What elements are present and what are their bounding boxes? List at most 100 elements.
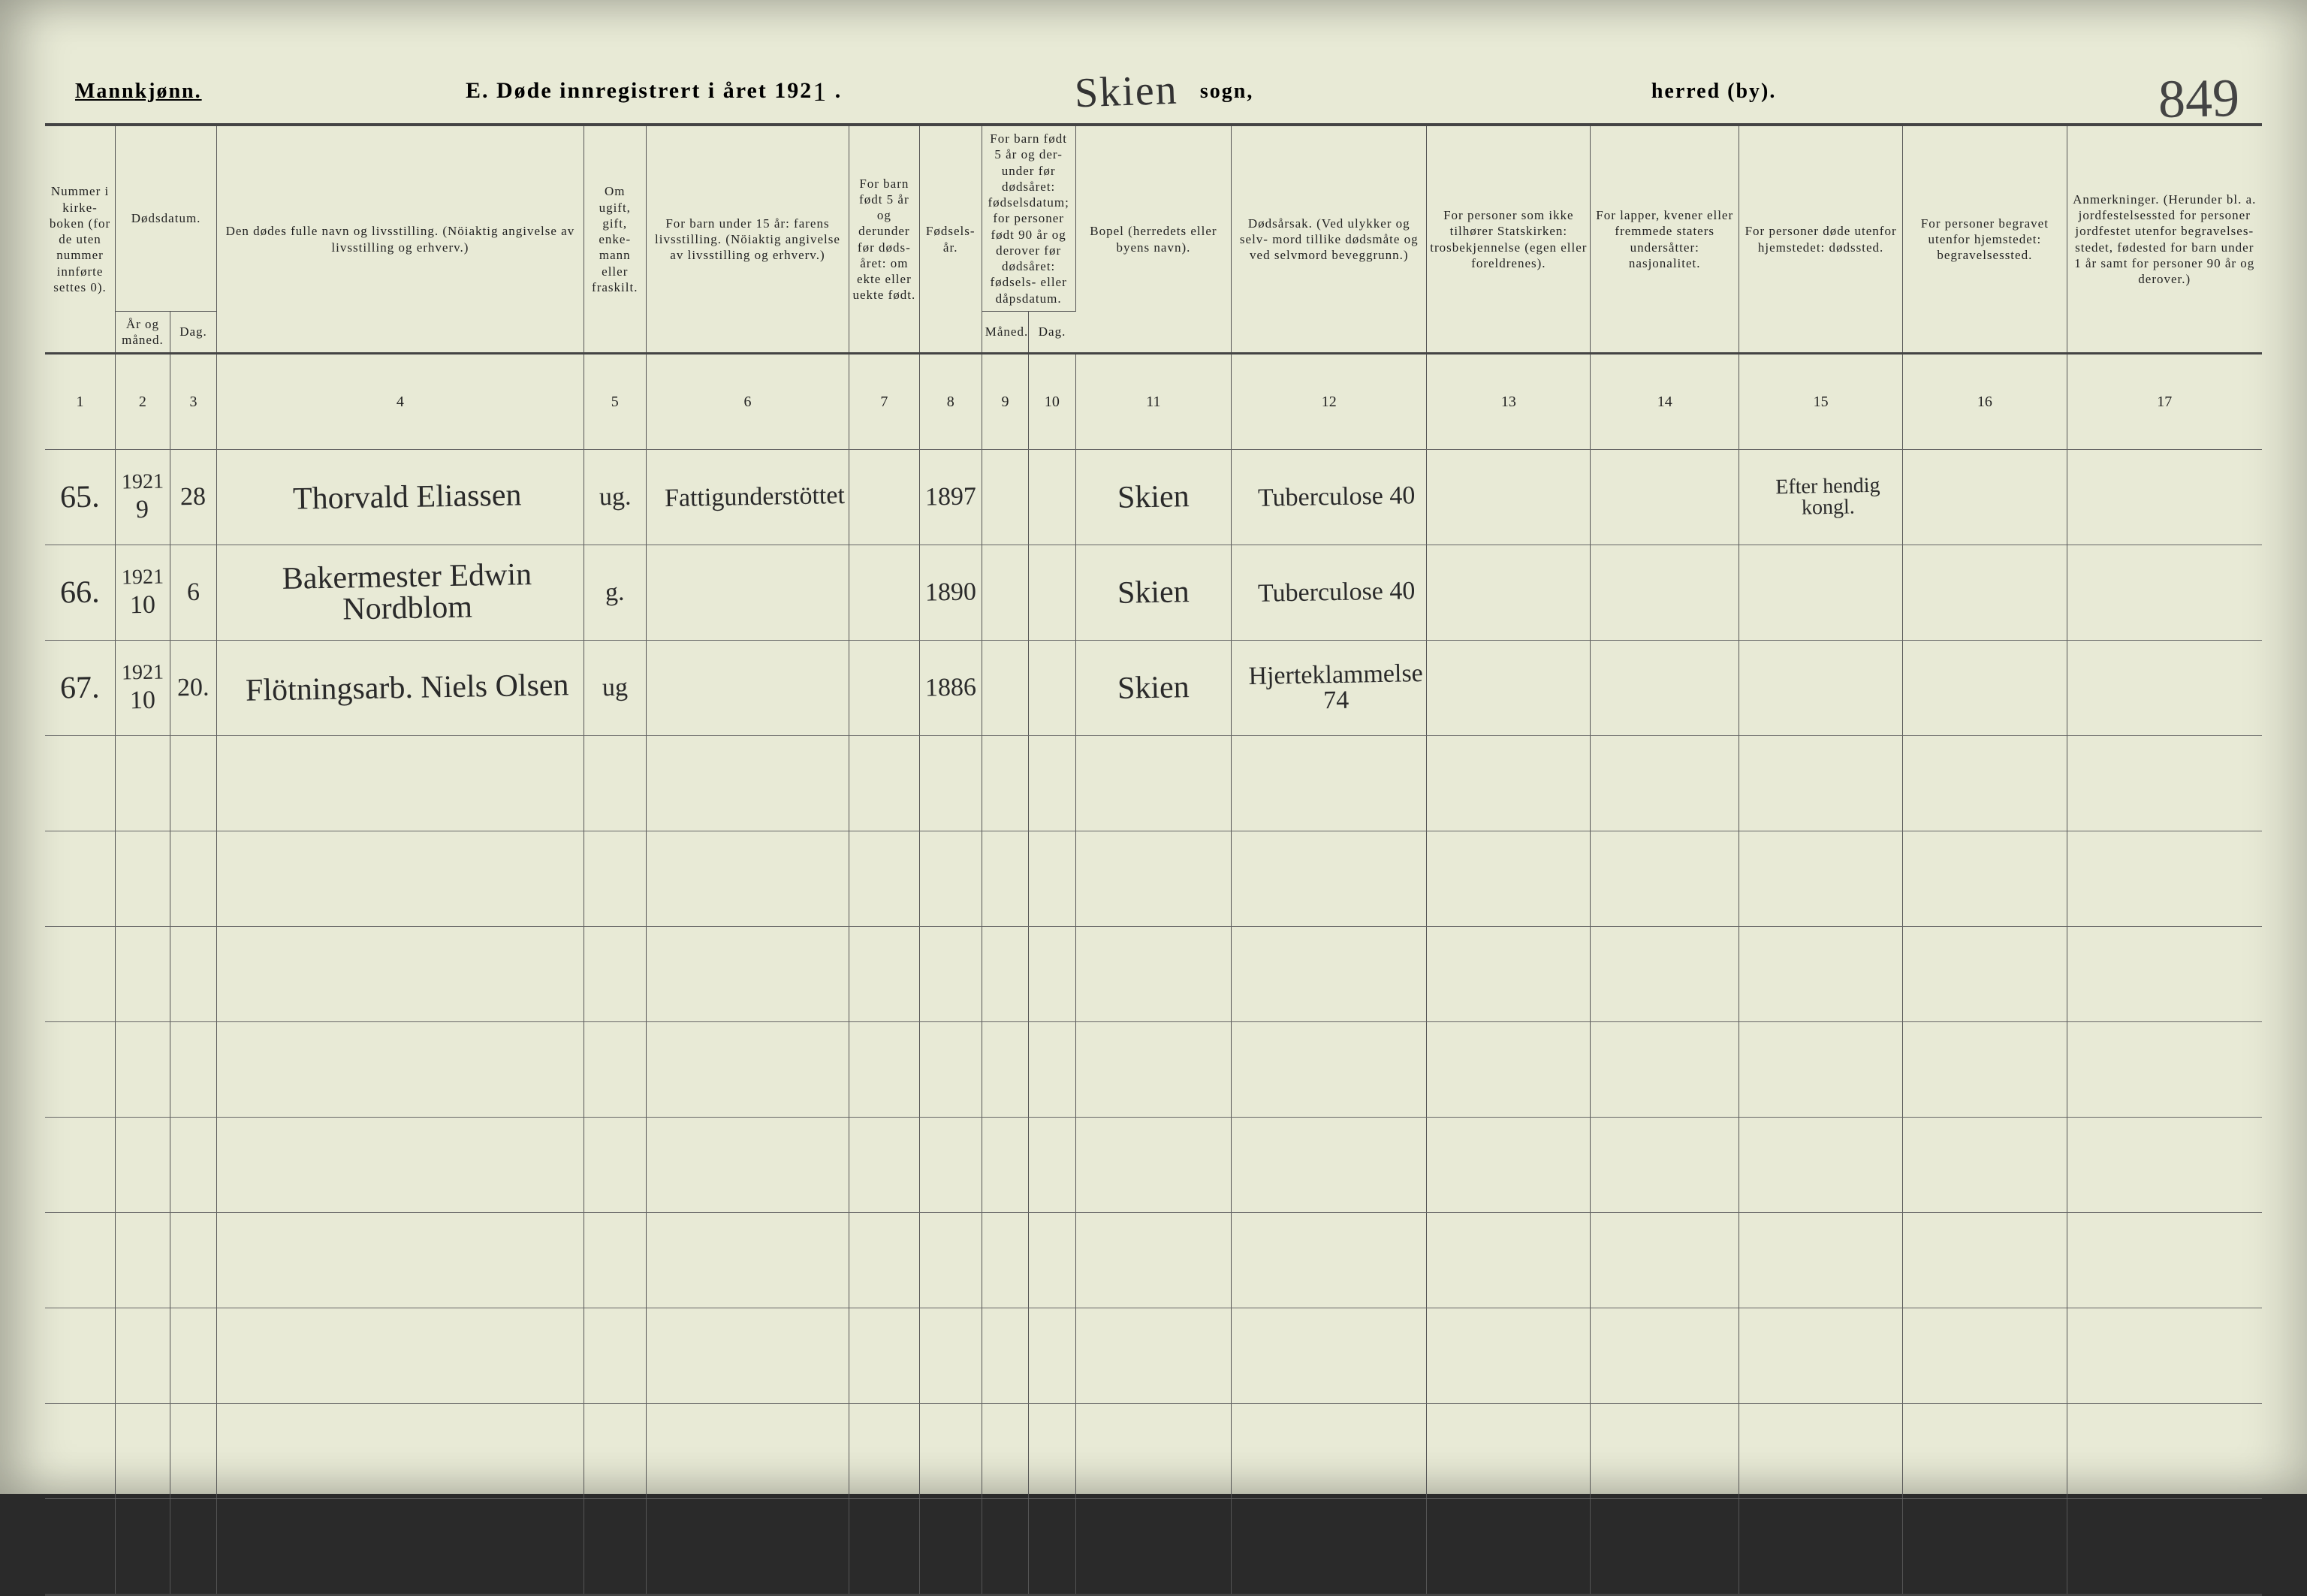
page-title: E. Døde innregistrert i året 1921 . Skie… xyxy=(375,60,2292,108)
cell-blank xyxy=(1739,1499,1902,1595)
cell-blank xyxy=(2067,927,2262,1022)
cell-birthyear-text: 1890 xyxy=(924,580,976,606)
col-header-residence: Bopel (herredets eller byens navn). xyxy=(1075,125,1232,354)
cell-blank xyxy=(1232,1499,1427,1595)
cell-blank xyxy=(116,831,170,927)
cell-blank xyxy=(646,1022,849,1118)
cell-residence: Skien xyxy=(1075,545,1232,641)
cell-nationality xyxy=(1591,450,1739,545)
cell-blank xyxy=(1075,1213,1232,1308)
cell-name-text: Bakermester Edwin Nordblom xyxy=(231,558,583,627)
table-row: 67.19211020.Flötningsarb. Niels Olsenug1… xyxy=(45,641,2262,736)
cell-burialplace xyxy=(1903,641,2067,736)
col-header-burialplace: For personer begravet utenfor hjemstedet… xyxy=(1903,125,2067,354)
cell-faith xyxy=(1427,545,1591,641)
cell-blank xyxy=(45,1022,116,1118)
cell-year-month: 192110 xyxy=(116,641,170,736)
cell-blank xyxy=(919,1308,982,1404)
cell-blank xyxy=(217,1022,584,1118)
cell-blank xyxy=(116,927,170,1022)
cell-blank xyxy=(1903,1118,2067,1213)
cell-birthyear: 1886 xyxy=(919,641,982,736)
cell-name: Flötningsarb. Niels Olsen xyxy=(217,641,584,736)
cell-blank xyxy=(45,831,116,927)
cell-month: 10 xyxy=(130,688,156,714)
cell-blank xyxy=(584,1022,646,1118)
column-number: 12 xyxy=(1232,354,1427,450)
cell-blank xyxy=(170,831,216,927)
table-body: 123456789101112131415161765.1921928Thorv… xyxy=(45,354,2262,1595)
cell-blank xyxy=(1739,736,1902,831)
cell-birth-day xyxy=(1029,450,1075,545)
cell-blank xyxy=(919,1118,982,1213)
cell-remarks xyxy=(2067,450,2262,545)
cell-blank xyxy=(919,1213,982,1308)
cell-day: 28 xyxy=(170,450,216,545)
column-number: 5 xyxy=(584,354,646,450)
cell-blank xyxy=(170,927,216,1022)
cell-status: g. xyxy=(584,545,646,641)
cell-birth-day xyxy=(1029,641,1075,736)
cell-residence-text: Skien xyxy=(1117,576,1190,609)
cell-blank xyxy=(982,1022,1028,1118)
cell-blank xyxy=(849,1118,920,1213)
page-header: Mannkjønn. E. Døde innregistrert i året … xyxy=(45,60,2307,123)
cell-name: Bakermester Edwin Nordblom xyxy=(217,545,584,641)
cell-status: ug. xyxy=(584,450,646,545)
cell-blank xyxy=(217,1308,584,1404)
cell-blank xyxy=(1029,1308,1075,1404)
table-row-blank xyxy=(45,1404,2262,1499)
cell-number: 65. xyxy=(45,450,116,545)
cell-blank xyxy=(646,1213,849,1308)
cell-blank xyxy=(2067,1022,2262,1118)
cell-blank xyxy=(1232,1308,1427,1404)
cell-blank xyxy=(1029,1499,1075,1595)
cell-birth-day xyxy=(1029,545,1075,641)
col-header-nationality: For lapper, kvener eller fremmede stater… xyxy=(1591,125,1739,354)
cell-blank xyxy=(919,1404,982,1499)
cell-cause: Hjerteklammelse 74 xyxy=(1232,641,1427,736)
cell-blank xyxy=(170,1499,216,1595)
cell-blank xyxy=(2067,1213,2262,1308)
cell-blank xyxy=(1739,1308,1902,1404)
cell-blank xyxy=(919,736,982,831)
herred-label: herred (by). xyxy=(1651,80,1777,103)
table-row-blank xyxy=(45,1118,2262,1213)
col-header-year-month: År og måned. xyxy=(116,311,170,354)
cell-blank xyxy=(170,1213,216,1308)
cell-blank xyxy=(1903,1308,2067,1404)
title-period: . xyxy=(828,78,842,103)
cell-number-text: 67. xyxy=(60,672,100,704)
cell-blank xyxy=(1591,1118,1739,1213)
table-row-blank xyxy=(45,1213,2262,1308)
cell-blank xyxy=(982,1118,1028,1213)
sogn-handwritten: Skien xyxy=(1074,66,1179,118)
cell-blank xyxy=(919,1022,982,1118)
cell-blank xyxy=(1739,1022,1902,1118)
cell-birth-month xyxy=(982,641,1028,736)
cell-burialplace xyxy=(1903,545,2067,641)
cell-day-text: 20. xyxy=(177,675,210,701)
cell-blank xyxy=(1903,736,2067,831)
cell-blank xyxy=(1232,831,1427,927)
cell-blank xyxy=(1427,1499,1591,1595)
cell-blank xyxy=(1075,1022,1232,1118)
cell-blank xyxy=(1029,1022,1075,1118)
cell-blank xyxy=(1232,1118,1427,1213)
cell-blank xyxy=(116,1308,170,1404)
cell-blank xyxy=(982,927,1028,1022)
table-row-blank xyxy=(45,1022,2262,1118)
cell-blank xyxy=(584,1118,646,1213)
cell-blank xyxy=(646,1308,849,1404)
col-header-faith: For personer som ikke tilhører Statskirk… xyxy=(1427,125,1591,354)
col-header-number: Nummer i kirke- boken (for de uten numme… xyxy=(45,125,116,354)
cell-faith xyxy=(1427,450,1591,545)
cell-blank xyxy=(1427,1213,1591,1308)
col-header-name: Den dødes fulle navn og livsstilling. (N… xyxy=(217,125,584,354)
column-number: 16 xyxy=(1903,354,2067,450)
sogn-label: sogn, xyxy=(1200,80,1253,103)
cell-blank xyxy=(1739,1404,1902,1499)
cell-blank xyxy=(982,831,1028,927)
cell-blank xyxy=(849,1499,920,1595)
cell-blank xyxy=(1075,1499,1232,1595)
